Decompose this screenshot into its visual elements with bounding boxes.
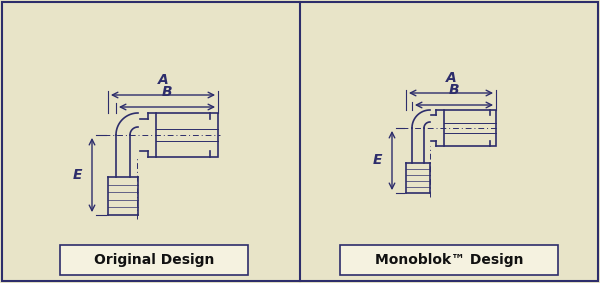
- Text: A: A: [158, 73, 169, 87]
- Text: B: B: [449, 83, 460, 97]
- Text: B: B: [161, 85, 172, 99]
- FancyBboxPatch shape: [60, 245, 248, 275]
- Text: E: E: [73, 168, 82, 182]
- Text: Original Design: Original Design: [94, 253, 214, 267]
- Text: Monoblok™ Design: Monoblok™ Design: [375, 253, 523, 267]
- Text: A: A: [446, 71, 457, 85]
- FancyBboxPatch shape: [340, 245, 558, 275]
- Text: E: E: [373, 153, 382, 168]
